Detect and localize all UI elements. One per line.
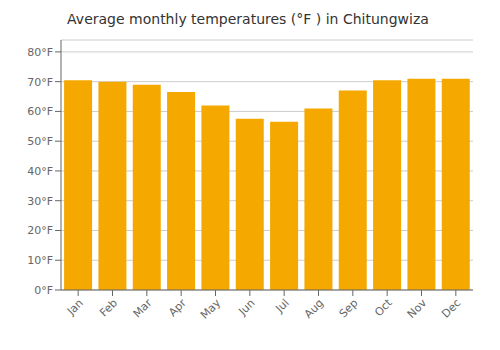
svg-text:May: May [198,296,224,322]
svg-text:70°F: 70°F [27,76,53,89]
svg-text:30°F: 30°F [27,195,53,208]
svg-text:10°F: 10°F [27,254,53,267]
svg-text:50°F: 50°F [27,135,53,148]
svg-text:Nov: Nov [405,296,430,321]
svg-text:Dec: Dec [439,296,463,320]
svg-text:Feb: Feb [97,296,120,319]
svg-text:80°F: 80°F [27,46,53,59]
svg-text:20°F: 20°F [27,224,53,237]
svg-text:0°F: 0°F [34,284,53,297]
svg-text:Jul: Jul [273,296,292,315]
svg-text:Jun: Jun [235,296,257,318]
svg-text:Mar: Mar [131,296,155,320]
svg-text:Sep: Sep [337,296,361,320]
svg-text:40°F: 40°F [27,165,53,178]
svg-text:60°F: 60°F [27,105,53,118]
svg-text:Aug: Aug [302,296,326,320]
html-text:Average monthly temperatures (: Average monthly temperatures (°F ) in Ch… [67,11,429,27]
svg-text:Jan: Jan [64,296,86,318]
svg-text:Oct: Oct [372,296,395,319]
svg-text:Apr: Apr [166,296,189,319]
